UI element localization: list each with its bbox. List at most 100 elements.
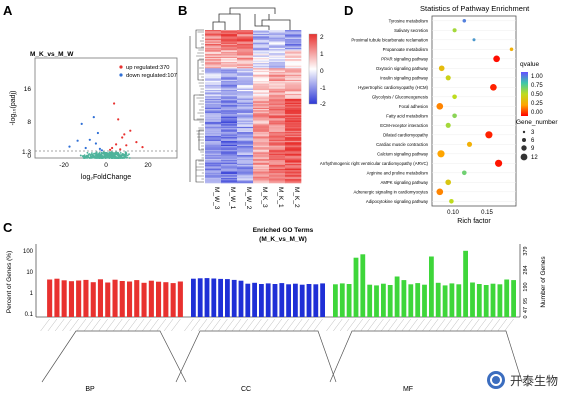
volcano-ns-point (92, 156, 95, 158)
heatmap-cell (253, 49, 270, 51)
heatmap-cell (237, 125, 254, 128)
kegg-dot (438, 65, 445, 72)
heatmap-cell (205, 128, 222, 130)
go-bar-bp (61, 280, 67, 317)
heatmap-cell (269, 114, 286, 116)
heatmap-cell (285, 161, 302, 163)
kegg-dot (462, 170, 467, 176)
heatmap-cell (221, 91, 238, 93)
heatmap-cell (237, 167, 254, 170)
heatmap-cell (237, 95, 254, 97)
heatmap-cell (253, 130, 270, 133)
heatmap-cell (237, 115, 254, 117)
heatmap-cell (269, 140, 286, 143)
heatmap-cell (221, 56, 238, 59)
volcano-ns-point (125, 155, 127, 157)
heatmap-cell (221, 46, 238, 49)
heatmap-cell (285, 74, 302, 77)
heatmap-cell (221, 175, 238, 177)
kegg-pathway-label: Arrhythmogenic right ventricular cardiom… (320, 161, 429, 166)
go-term-tick (127, 318, 137, 332)
heatmap-cell (221, 30, 238, 32)
go-term-tick (394, 318, 405, 332)
heatmap-cell (253, 44, 270, 46)
panel-label-b: B (178, 3, 187, 18)
heatmap-cell (285, 157, 302, 160)
go-bar-bp (170, 283, 176, 317)
heatmap-cell (285, 149, 302, 152)
heatmap-cell (205, 46, 222, 49)
heatmap-cell (269, 77, 286, 79)
heatmap-cell (205, 58, 222, 60)
heatmap-cell (237, 66, 254, 69)
heatmap-cell (205, 66, 222, 69)
heatmap-cell (269, 110, 286, 112)
heatmap-cell (269, 66, 286, 69)
go-title-line1: Enriched GO Terms (253, 227, 314, 234)
heatmap-cell (221, 74, 238, 77)
heatmap-cell (205, 32, 222, 35)
heatmap-cell (237, 140, 254, 143)
heatmap-cell (269, 161, 286, 163)
go-term-tick (120, 318, 130, 332)
heatmap-cell (269, 135, 286, 138)
heatmap-cell (221, 180, 238, 183)
volcano-ns-point (107, 153, 109, 155)
kegg-pathway-label: Arginine and proline metabolism (367, 170, 429, 175)
heatmap-cell (285, 38, 302, 41)
heatmap-cell (205, 40, 222, 42)
heatmap-cell (253, 116, 270, 119)
heatmap-cell (269, 151, 286, 153)
heatmap-cell (285, 106, 302, 109)
colorbar-tick-4: -2 (320, 101, 326, 108)
heatmap-cell (205, 112, 222, 115)
go-bar-mf (408, 284, 414, 317)
go-bar-mf (442, 285, 448, 317)
heatmap-cell (269, 149, 286, 152)
heatmap-cell (221, 130, 238, 133)
volcano-ns-point (123, 156, 126, 159)
heatmap-cell (221, 125, 238, 128)
heatmap-cell (205, 75, 222, 78)
volcano-plot: 0 1.3 8 16 -20 0 20 log₂FoldChange -log₁… (10, 57, 178, 181)
heatmap-cell (253, 102, 270, 105)
go-right-tick-5: 0 (523, 315, 529, 318)
gene-legend-dot-12 (520, 153, 528, 161)
heatmap-cell (205, 54, 222, 56)
heatmap-cell (269, 51, 286, 54)
heatmap-cell (205, 89, 222, 92)
heatmap-cell (237, 68, 254, 70)
heatmap-cell (253, 121, 270, 124)
nonsignificant-cloud (79, 151, 131, 159)
heatmap-cell (237, 152, 254, 154)
go-bar-bp (76, 280, 82, 317)
volcano-down-point (84, 146, 87, 150)
heatmap-cell (221, 33, 238, 36)
heatmap-cell (253, 32, 270, 35)
heatmap-cell (253, 148, 270, 151)
heatmap-cell (221, 117, 238, 120)
heatmap-cell (205, 36, 222, 38)
go-bar-cc (238, 280, 244, 317)
heatmap-cell (205, 144, 222, 147)
heatmap-cell (237, 46, 254, 49)
heatmap-cell (285, 103, 302, 106)
heatmap-cell (269, 128, 286, 130)
heatmap-cell (253, 134, 270, 137)
heatmap-cell (285, 47, 302, 50)
heatmap-cell (205, 55, 222, 58)
heatmap-cell (237, 163, 254, 166)
heatmap-cell (237, 106, 254, 109)
heatmap-cell (253, 177, 270, 180)
heatmap-cell (205, 179, 222, 181)
heatmap-cell (285, 44, 302, 46)
heatmap-cell (285, 45, 302, 47)
heatmap-cell (221, 100, 238, 102)
volcano-ns-point (108, 156, 111, 159)
heatmap-cell (253, 135, 270, 138)
heatmap-cell (285, 134, 302, 137)
bp-bracket (41, 330, 187, 383)
heatmap-cell (221, 107, 238, 110)
heatmap-cell (285, 69, 302, 72)
